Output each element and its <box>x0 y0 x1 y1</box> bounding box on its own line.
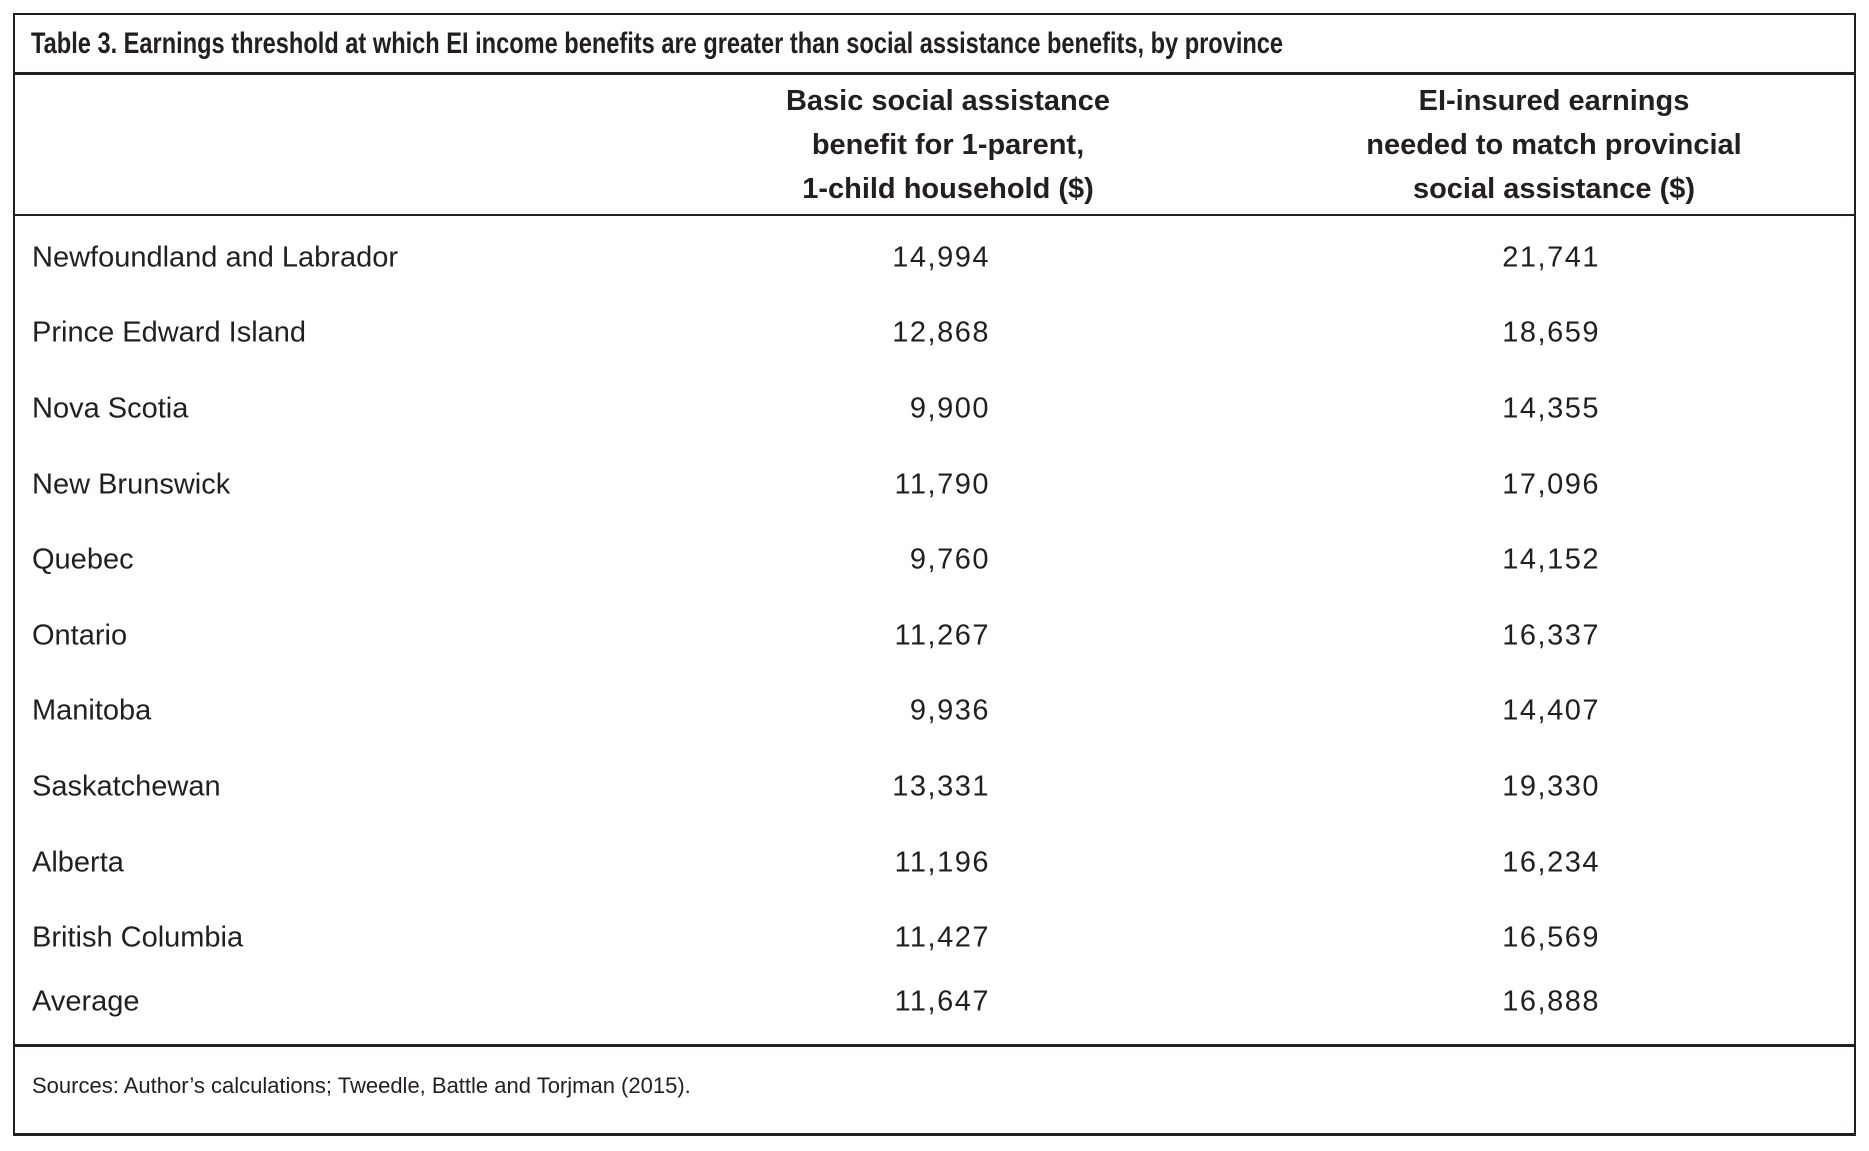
basic-benefit-value: 13,331 <box>892 770 990 803</box>
basic-benefit-value: 11,427 <box>894 921 990 954</box>
basic-benefit-value: 11,267 <box>894 619 990 652</box>
province-cell: Newfoundland and Labrador <box>32 241 398 274</box>
table-row: Quebec 9,760 14,152 <box>15 522 1854 598</box>
ei-earnings-value: 14,152 <box>1502 543 1600 576</box>
column-header-line: social assistance ($) <box>1412 172 1696 205</box>
table-row: Ontario 11,267 16,337 <box>15 598 1854 674</box>
province-cell: Average <box>32 985 140 1018</box>
table-row: British Columbia 11,427 16,569 <box>15 900 1854 976</box>
table-row: New Brunswick 11,790 17,096 <box>15 447 1854 523</box>
province-cell: Quebec <box>32 543 134 576</box>
column-header-ei-earnings: EI-insured earnings needed to match prov… <box>1312 79 1796 211</box>
province-cell: Nova Scotia <box>32 392 189 425</box>
province-cell: Ontario <box>32 619 128 652</box>
ei-earnings-value: 16,337 <box>1502 619 1600 652</box>
column-header-line: benefit for 1-parent, <box>811 128 1085 161</box>
province-cell: Alberta <box>32 846 124 879</box>
province-cell: Prince Edward Island <box>32 316 307 349</box>
ei-earnings-value: 16,888 <box>1502 985 1600 1018</box>
column-header-line: EI-insured earnings <box>1418 84 1690 117</box>
basic-benefit-value: 11,647 <box>894 985 990 1018</box>
source-note: Sources: Author’s calculations; Tweedle,… <box>32 1073 691 1098</box>
ei-earnings-value: 14,407 <box>1502 694 1600 727</box>
table-row: Prince Edward Island 12,868 18,659 <box>15 296 1854 372</box>
basic-benefit-value: 9,760 <box>909 543 990 576</box>
table-body: Newfoundland and Labrador 14,994 21,741 … <box>15 216 1854 1044</box>
column-header-line: needed to match provincial <box>1366 128 1742 161</box>
basic-benefit-value: 11,790 <box>894 468 990 501</box>
table-row: Manitoba 9,936 14,407 <box>15 674 1854 750</box>
table-header-row: Basic social assistance benefit for 1-pa… <box>15 75 1854 216</box>
ei-earnings-value: 19,330 <box>1502 770 1600 803</box>
ei-earnings-value: 14,355 <box>1502 392 1600 425</box>
province-cell: Manitoba <box>32 694 152 727</box>
column-header-basic-benefit: Basic social assistance benefit for 1-pa… <box>736 79 1160 211</box>
table-footer: Sources: Author’s calculations; Tweedle,… <box>15 1044 1854 1125</box>
basic-benefit-value: 9,936 <box>909 694 990 727</box>
table-row: Saskatchewan 13,331 19,330 <box>15 749 1854 825</box>
column-header-line: 1-child household ($) <box>802 172 1094 205</box>
province-cell: New Brunswick <box>32 468 231 501</box>
table-title: Table 3. Earnings threshold at which EI … <box>31 26 1284 60</box>
table-title-row: Table 3. Earnings threshold at which EI … <box>15 15 1854 75</box>
table-row: Newfoundland and Labrador 14,994 21,741 <box>15 220 1854 296</box>
basic-benefit-value: 9,900 <box>909 392 990 425</box>
basic-benefit-value: 11,196 <box>894 846 990 879</box>
ei-earnings-value: 21,741 <box>1502 241 1600 274</box>
table-row: Alberta 11,196 16,234 <box>15 825 1854 901</box>
basic-benefit-value: 14,994 <box>892 241 990 274</box>
table-row: Average 11,647 16,888 <box>15 976 1854 1028</box>
ei-earnings-value: 16,234 <box>1502 846 1600 879</box>
table-row: Nova Scotia 9,900 14,355 <box>15 371 1854 447</box>
province-cell: Saskatchewan <box>32 770 221 803</box>
ei-earnings-value: 17,096 <box>1502 468 1600 501</box>
ei-earnings-value: 16,569 <box>1502 921 1600 954</box>
basic-benefit-value: 12,868 <box>892 316 990 349</box>
earnings-threshold-table: Table 3. Earnings threshold at which EI … <box>13 13 1856 1136</box>
province-cell: British Columbia <box>32 921 244 954</box>
column-header-line: Basic social assistance <box>785 84 1111 117</box>
ei-earnings-value: 18,659 <box>1502 316 1600 349</box>
